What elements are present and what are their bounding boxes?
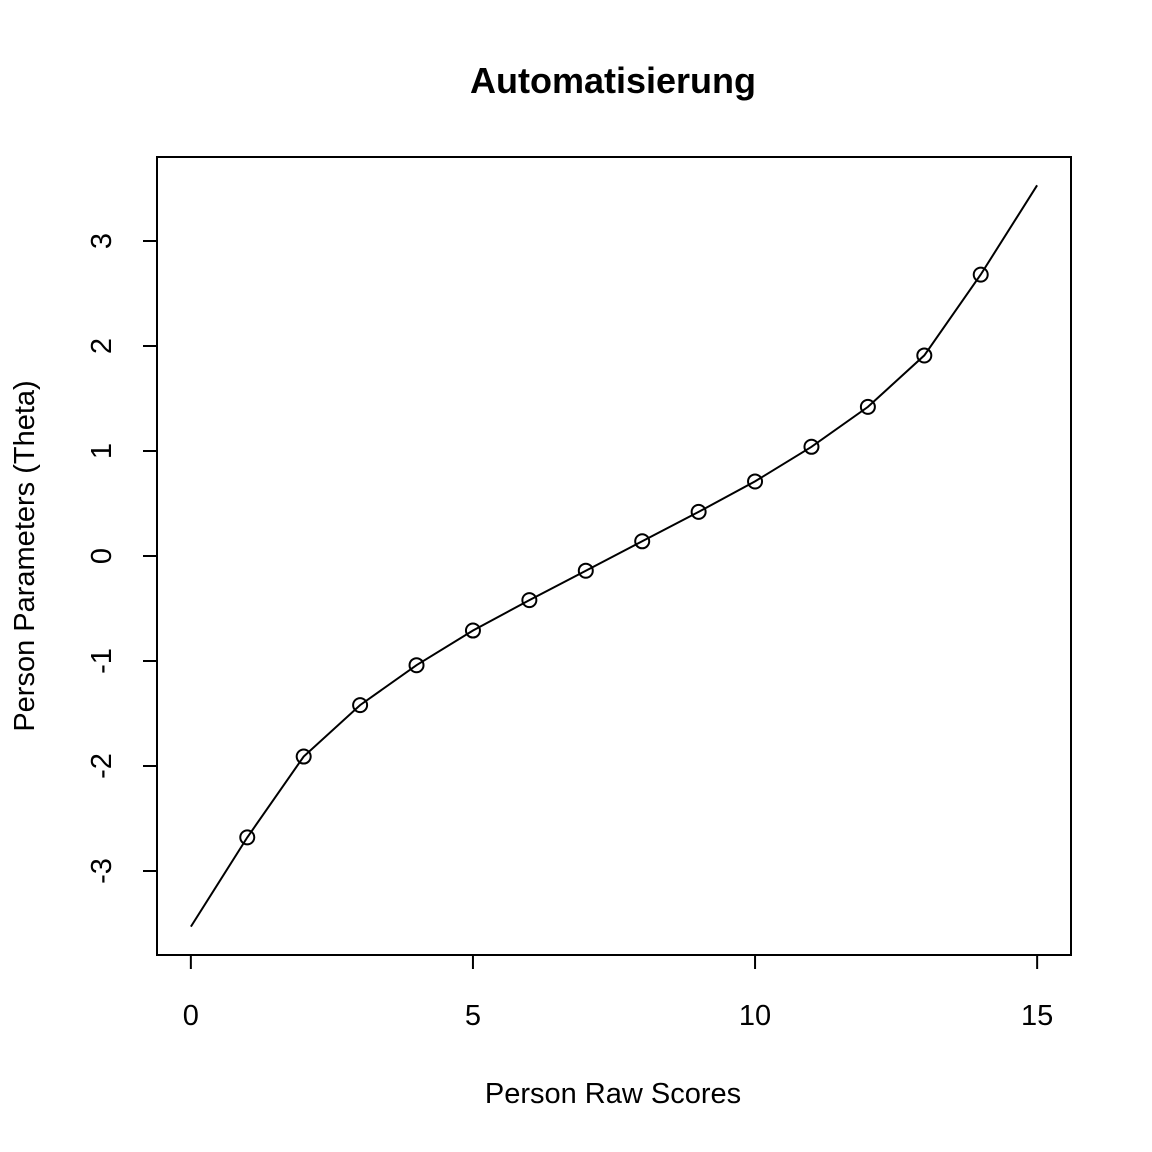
data-point <box>634 533 651 550</box>
x-tick-label: 0 <box>183 1000 199 1032</box>
x-axis: 0 5 10 15 <box>183 954 1053 1032</box>
data-point <box>464 622 481 639</box>
series-layer <box>190 184 1038 928</box>
x-tick-label: 10 <box>739 1000 771 1032</box>
y-tick-label: 0 <box>86 548 118 564</box>
y-axis: -3 -2 -1 0 1 2 3 <box>86 233 158 884</box>
data-point <box>295 748 312 765</box>
x-axis-title: Person Raw Scores <box>485 1078 741 1110</box>
y-tick-label: 3 <box>86 233 118 249</box>
data-point <box>239 829 256 846</box>
data-point <box>577 562 594 579</box>
y-axis-title: Person Parameters (Theta) <box>9 380 41 731</box>
y-tick-label: 2 <box>86 338 118 354</box>
data-point <box>972 266 989 283</box>
x-tick-label: 15 <box>1021 1000 1053 1032</box>
series-line <box>190 184 1038 928</box>
data-point <box>690 503 707 520</box>
data-point <box>803 438 820 455</box>
data-point <box>859 398 876 415</box>
y-tick-label: -2 <box>86 753 118 779</box>
x-tick-label: 5 <box>465 1000 481 1032</box>
data-point <box>521 592 538 609</box>
y-tick-label: 1 <box>86 443 118 459</box>
data-point <box>408 657 425 674</box>
y-tick-label: -1 <box>86 648 118 674</box>
data-point <box>916 347 933 364</box>
y-tick-label: -3 <box>86 858 118 884</box>
data-point <box>352 697 369 714</box>
chart-title: Automatisierung <box>470 60 756 101</box>
data-point <box>747 473 764 490</box>
